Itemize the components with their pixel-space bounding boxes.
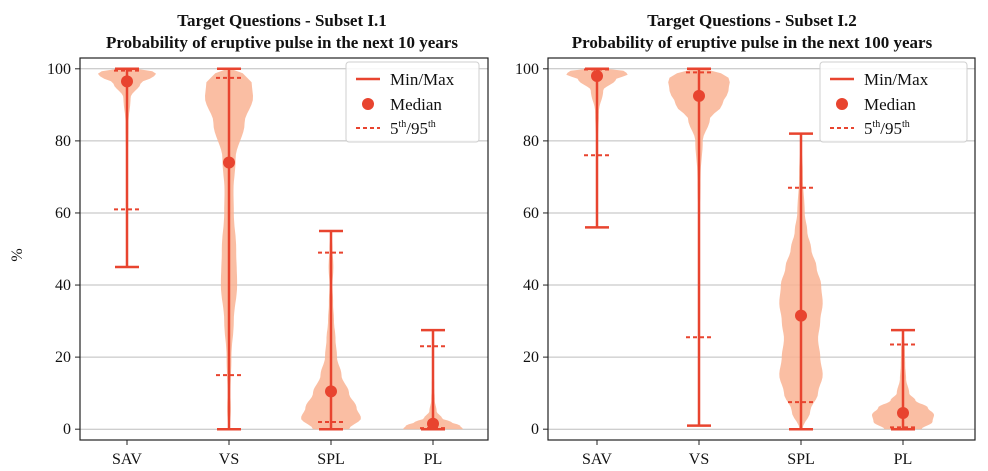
- legend-percentile-sup2: th: [902, 119, 910, 130]
- legend-minmax-label: Min/Max: [864, 70, 929, 89]
- y-axis: 0 20 40 60 80 100: [47, 61, 80, 438]
- x-tick-label-pl: PL: [894, 451, 913, 468]
- chart-title-line1: Target Questions - Subset I.2: [647, 11, 857, 30]
- y-axis: 0 20 40 60 80 100: [515, 61, 548, 438]
- median-dot-sav: [591, 70, 603, 83]
- x-axis: SAV VS SPL PL: [112, 440, 442, 468]
- legend-median-label: Median: [864, 95, 916, 114]
- y-tick-label: 0: [531, 421, 539, 438]
- legend-box: [345, 61, 480, 143]
- y-tick-label: 20: [55, 349, 71, 366]
- x-axis: SAV VS SPL PL: [582, 440, 912, 468]
- x-tick-label-spl: SPL: [317, 451, 345, 468]
- chart-title-line2: Probability of eruptive pulse in the nex…: [106, 33, 458, 52]
- legend-percentile-mid: /95: [880, 119, 902, 138]
- legend-percentile-base: 5: [864, 119, 873, 138]
- plot-frame: [547, 57, 976, 441]
- x-tick-label-sav: SAV: [112, 451, 142, 468]
- x-tick-label-sav: SAV: [582, 451, 612, 468]
- chart-panel-subset-i2: Target Questions - Subset I.2 Probabilit…: [515, 11, 976, 468]
- chart-title-line1: Target Questions - Subset I.1: [177, 11, 387, 30]
- median-dot-spl: [795, 309, 807, 322]
- legend-percentile-mid: /95: [406, 119, 428, 138]
- y-tick-label: 60: [523, 205, 539, 222]
- legend-percentile-sup1: th: [873, 119, 881, 130]
- y-axis-label: %: [9, 248, 26, 261]
- stat-markers: [114, 67, 446, 431]
- legend-percentile-sup2: th: [428, 119, 436, 130]
- legend-percentile-sup1: th: [399, 119, 407, 130]
- median-dot-vs: [223, 156, 235, 169]
- stat-markers: [584, 67, 916, 431]
- x-tick-label-spl: SPL: [787, 451, 815, 468]
- median-dot-sav: [121, 75, 133, 88]
- y-tick-label: 100: [47, 61, 71, 78]
- y-tick-label: 80: [55, 133, 71, 150]
- median-dot-pl: [427, 417, 439, 430]
- legend-median-label: Median: [390, 95, 442, 114]
- median-dot-spl: [325, 385, 337, 398]
- legend-percentile-base: 5: [390, 119, 399, 138]
- legend-percentile-label: 5th/95th: [390, 119, 436, 138]
- median-dot-vs: [693, 89, 705, 102]
- legend-median-swatch: [836, 98, 848, 110]
- chart-panel-subset-i1: Target Questions - Subset I.1 Probabilit…: [9, 11, 489, 468]
- x-tick-label-vs: VS: [689, 451, 709, 468]
- median-dot-pl: [897, 406, 909, 419]
- legend-box: [819, 61, 968, 143]
- legend: Min/Max Median 5th/95th: [819, 61, 968, 143]
- y-tick-label: 80: [523, 133, 539, 150]
- y-tick-label: 40: [55, 277, 71, 294]
- y-tick-label: 0: [63, 421, 71, 438]
- plot-frame: [79, 57, 489, 441]
- x-tick-label-vs: VS: [219, 451, 239, 468]
- chart-title-line2: Probability of eruptive pulse in the nex…: [572, 33, 933, 52]
- y-tick-label: 20: [523, 349, 539, 366]
- y-tick-label: 100: [515, 61, 539, 78]
- y-tick-label: 40: [523, 277, 539, 294]
- legend-percentile-label: 5th/95th: [864, 119, 910, 138]
- legend-median-swatch: [362, 98, 374, 110]
- legend-minmax-label: Min/Max: [390, 70, 455, 89]
- x-tick-label-pl: PL: [424, 451, 443, 468]
- legend: Min/Max Median 5th/95th: [345, 61, 480, 143]
- y-tick-label: 60: [55, 205, 71, 222]
